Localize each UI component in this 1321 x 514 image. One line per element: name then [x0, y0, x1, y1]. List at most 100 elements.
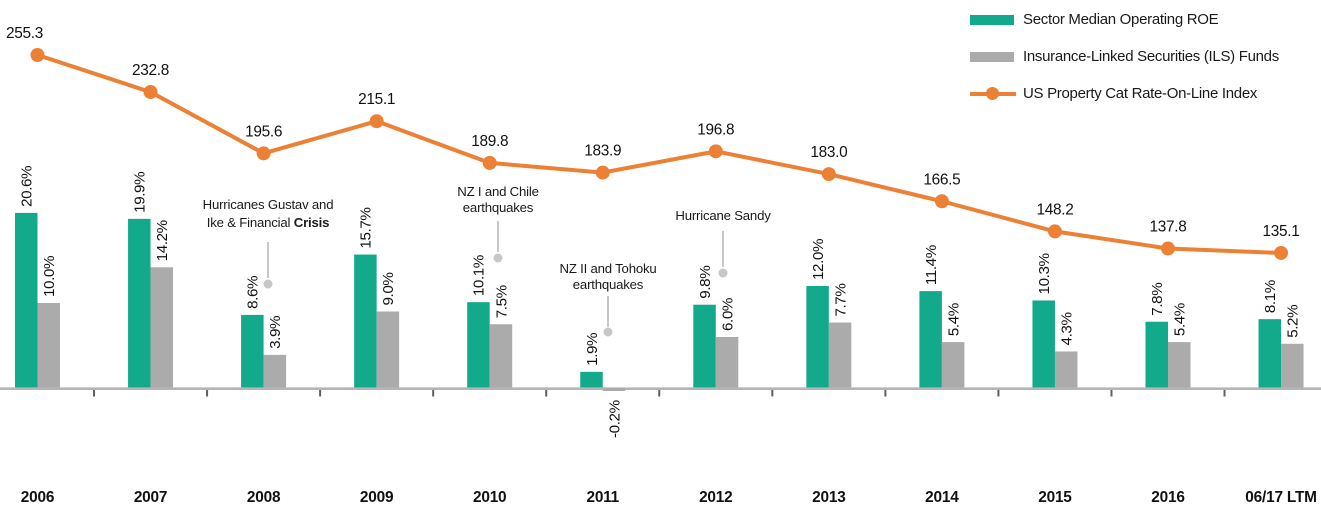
legend-line-marker-icon [970, 87, 1016, 100]
annotation-text: Ike & Financial Crisis [207, 215, 329, 230]
bar-ils [715, 337, 739, 388]
bar-ils [1281, 343, 1304, 388]
line-point [30, 48, 45, 62]
annotation-dot [603, 327, 613, 337]
annotation-dot [493, 253, 503, 263]
bar-roe [354, 254, 377, 388]
annotation-text: NZ I and Chile [457, 184, 539, 199]
annotation-dot [263, 279, 273, 289]
bar-value-label: 8.6% [245, 276, 262, 309]
line-value-label: 183.0 [810, 144, 847, 161]
bar-value-label: 9.0% [380, 272, 397, 305]
x-axis-label: 2016 [1151, 489, 1184, 506]
x-axis-label: 2008 [247, 489, 281, 506]
bar-value-label: 10.3% [1036, 253, 1053, 294]
line-point [143, 85, 158, 100]
bar-roe [1032, 300, 1055, 388]
x-axis-label: 2015 [1038, 489, 1072, 506]
bar-value-label: 5.2% [1285, 305, 1302, 338]
line-point [256, 146, 271, 161]
legend-item-ils: Insurance-Linked Securities (ILS) Funds [970, 38, 1279, 75]
bar-roe [241, 314, 264, 388]
bar-value-label: 19.9% [132, 172, 149, 213]
bar-value-label: 12.0% [810, 239, 827, 280]
bar-ils [263, 354, 287, 388]
bar-value-label: 7.8% [1149, 283, 1166, 316]
line-value-label: 195.6 [245, 123, 282, 140]
bar-value-label: 10.0% [41, 256, 58, 297]
legend-swatch-roe [970, 14, 1014, 25]
bar-value-label: 1.9% [584, 333, 601, 366]
line-value-label: 189.8 [471, 133, 508, 150]
line-value-label: 232.8 [132, 62, 169, 79]
bar-roe [128, 218, 151, 388]
bar-roe [580, 371, 603, 388]
bar-ils [489, 324, 513, 388]
bar-value-label: 20.6% [19, 166, 36, 207]
x-axis-label: 2014 [925, 489, 959, 506]
bar-value-label: 7.5% [493, 285, 510, 318]
bar-value-label: 6.0% [719, 298, 736, 331]
bar-value-label: 8.1% [1262, 280, 1279, 313]
line-value-label: 215.1 [358, 91, 395, 108]
annotation-text: NZ II and Tohoku [560, 261, 657, 276]
bar-ils [37, 303, 60, 388]
annotation-dot [718, 268, 728, 278]
bar-roe [1145, 321, 1168, 388]
line-point [1274, 245, 1289, 260]
legend-item-roe: Sector Median Operating ROE [970, 1, 1279, 38]
line-value-label: 196.8 [697, 121, 734, 138]
line-point [482, 155, 497, 170]
x-axis-label: 2007 [134, 489, 167, 506]
annotation-text: Hurricanes Gustav and [203, 197, 334, 212]
x-axis-label: 2010 [473, 489, 506, 506]
bar-value-label: 15.7% [358, 207, 375, 248]
bar-value-label: 14.2% [154, 220, 171, 261]
bar-ils [828, 322, 852, 388]
legend-swatch-ils [970, 51, 1014, 62]
bar-value-label: 4.3% [1059, 312, 1076, 345]
line-value-label: 183.9 [584, 143, 621, 160]
legend-label-ils: Insurance-Linked Securities (ILS) Funds [1023, 48, 1279, 65]
legend-label-rol: US Property Cat Rate-On-Line Index [1023, 85, 1258, 102]
chart-legend: Sector Median Operating ROE Insurance-Li… [970, 1, 1279, 112]
line-point [1047, 224, 1062, 239]
line-point [821, 167, 836, 182]
x-axis-label: 2011 [586, 489, 619, 506]
rol-line [36, 53, 1282, 255]
bar-ils [150, 267, 174, 388]
bar-roe [15, 212, 38, 388]
bar-value-label: 10.1% [471, 255, 488, 296]
line-value-label: 166.5 [923, 171, 960, 188]
line-point [934, 194, 949, 209]
bar-ils [1168, 342, 1191, 388]
x-axis-label: 2006 [21, 489, 54, 506]
x-axis-label: 2012 [699, 489, 732, 506]
bar-ils [941, 342, 965, 388]
bar-roe [806, 286, 829, 388]
annotation-text: Hurricane Sandy [675, 208, 771, 223]
x-axis-label: 2013 [812, 489, 845, 506]
bar-value-label: 11.4% [923, 245, 940, 285]
bar-value-label: 3.9% [267, 316, 284, 349]
bar-value-label: 9.8% [697, 266, 714, 299]
legend-item-rol: US Property Cat Rate-On-Line Index [970, 75, 1279, 112]
bar-value-label: 5.4% [945, 303, 962, 336]
line-point [1161, 241, 1175, 256]
bar-value-label: -0.2% [606, 400, 623, 438]
line-value-label: 148.2 [1036, 201, 1073, 218]
bar-ils [602, 388, 626, 391]
bar-ils [1054, 351, 1078, 388]
line-value-label: 137.8 [1149, 219, 1186, 236]
x-axis-label: 2009 [360, 489, 393, 506]
annotation-text: earthquakes [573, 277, 644, 292]
annotation-text: earthquakes [463, 200, 534, 215]
line-point [369, 114, 384, 129]
bar-value-label: 7.7% [832, 284, 849, 317]
bar-roe [693, 304, 716, 388]
bar-ils [376, 311, 400, 388]
legend-label-roe: Sector Median Operating ROE [1023, 11, 1219, 28]
bar-roe [919, 291, 942, 388]
